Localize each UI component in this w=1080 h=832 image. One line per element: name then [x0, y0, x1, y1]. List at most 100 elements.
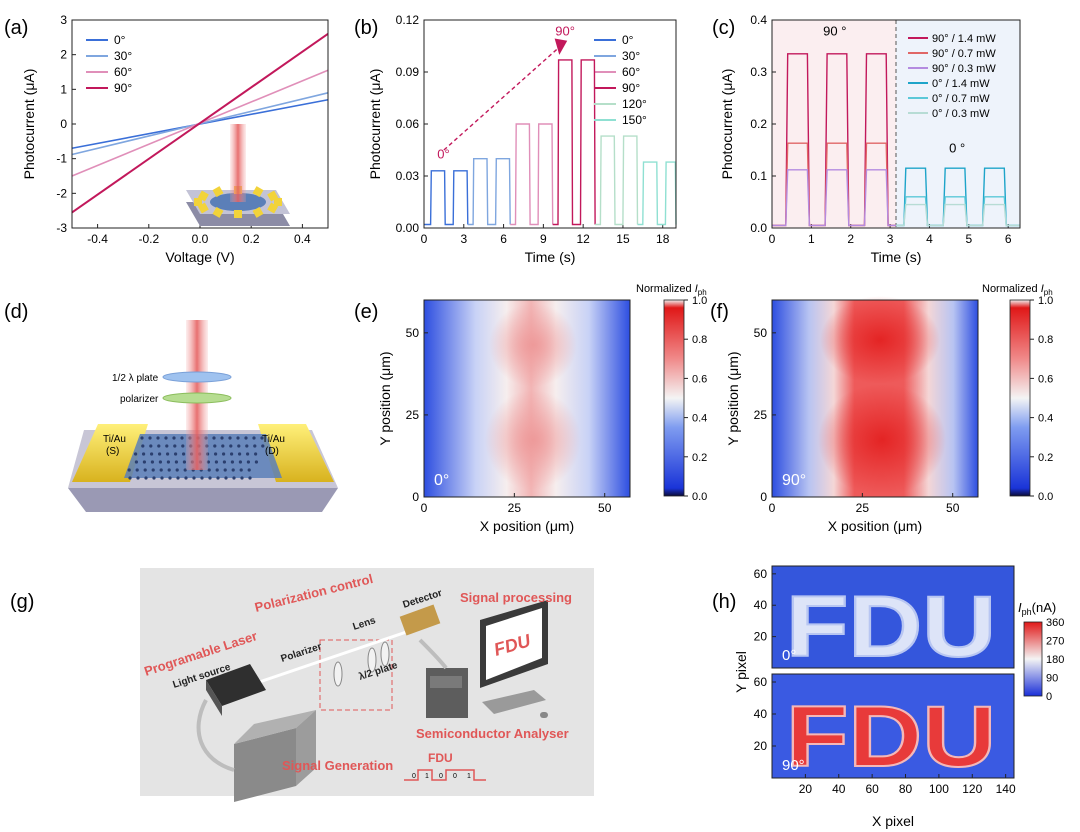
chart-f-xtick-label: 50: [946, 501, 960, 515]
chart-f-colorbar-tick-label: 1.0: [1038, 295, 1053, 307]
trend-arrow: [443, 45, 562, 151]
chart-f-xtick-label: 0: [769, 501, 776, 515]
mouse-icon: [540, 712, 548, 718]
chart-f-xlabel: X position (μm): [828, 518, 922, 534]
chart-h-letters-0: FDU: [786, 579, 996, 675]
signal-generator-side: [296, 710, 316, 786]
cable-2: [418, 638, 448, 670]
lattice-atom: [220, 436, 224, 440]
lattice-atom: [223, 468, 227, 472]
chart-c-xtick-label: 3: [887, 232, 894, 246]
chart-f-frame: [771, 299, 979, 498]
chart-a-xtick-label: 0.0: [192, 232, 209, 246]
lattice-atom: [230, 460, 234, 464]
signal-generator-top: [234, 710, 316, 744]
chart-b-ytick-label: 0.12: [396, 13, 420, 27]
lattice-atom: [181, 444, 185, 448]
chart-h-ytick-label: 60: [754, 567, 768, 581]
half-wave-plate: [162, 371, 232, 383]
chart-c-frame: [771, 19, 1021, 229]
lattice-atom: [150, 460, 154, 464]
lattice-atom: [239, 468, 243, 472]
chart-a-xtick-label: 0.2: [243, 232, 260, 246]
legend-label-4: 120°: [622, 97, 647, 111]
lattice-atom: [260, 436, 264, 440]
lattice-atom: [221, 444, 225, 448]
detector-icon: [399, 604, 441, 636]
lattice-atom: [164, 436, 168, 440]
chart-h-letters-1: FDU: [786, 689, 996, 785]
panel-letter-g: (g): [10, 591, 34, 613]
lattice-atom: [229, 444, 233, 448]
chart-e-colorbar-tick-label: 0.6: [692, 373, 707, 385]
panel-letter-d: (d): [4, 301, 28, 323]
lattice-atom: [127, 468, 131, 472]
inset-electrode: [252, 206, 264, 218]
lattice-atom: [232, 476, 236, 480]
chart-e: 0 25 50 0 25 50 X position (μm) Y position (μm)…: [377, 283, 707, 534]
cb-title-word: Normalized: [982, 283, 1041, 295]
chart-h-frame-0: [771, 565, 1015, 669]
chart-a-xtick-label: 0.4: [294, 232, 311, 246]
lattice-atom: [207, 468, 211, 472]
cb-title-symbol: I: [1041, 283, 1044, 295]
code-waveform: [404, 769, 486, 781]
code-bit-1: 1: [425, 773, 429, 780]
inset-electrode: [212, 206, 224, 218]
chart-h-xlabel: X pixel: [872, 813, 914, 829]
chart-c: 0 1 2 3 4 5 6 0.0 0.1 0.2 0.3 0.4 Time (s) Photocurre…: [719, 13, 1021, 265]
chart-h-xtick-label: 120: [962, 782, 982, 796]
lattice-atom: [180, 436, 184, 440]
lattice-atom: [216, 476, 220, 480]
lattice-atom: [150, 452, 154, 456]
chart-h-colorbar-title: Iph(nA): [1018, 600, 1056, 617]
annotation-0: 0 °: [949, 141, 965, 156]
chart-b: 0 3 6 9 12 15 18 0.00 0.03 0.06 0.09 0.12 Time (s) Ph…: [367, 13, 677, 265]
lattice-atom: [134, 460, 138, 464]
chart-e-frame: [423, 299, 631, 498]
lattice-atom: [254, 460, 258, 464]
label-drain: (D): [265, 446, 279, 457]
inset-electrode: [252, 186, 264, 198]
lattice-atom: [254, 452, 258, 456]
cb-title-subscript: ph: [1044, 288, 1053, 297]
lens-optic-icon: [367, 647, 377, 673]
chart-c-xtick-label: 1: [808, 232, 815, 246]
beam-path: [229, 624, 425, 694]
panel-letter-b: (b): [354, 17, 378, 39]
lattice-atom: [224, 476, 228, 480]
lattice-atom: [248, 476, 252, 480]
chart-h-xtick-label: 100: [929, 782, 949, 796]
lattice-atom: [208, 476, 212, 480]
lattice-atom: [252, 436, 256, 440]
device-schematic-d: 1/2 λ plate polarizer Ti/Au (S) Ti/Au (D…: [68, 320, 338, 512]
lattice-atom: [231, 468, 235, 472]
series-line-5: [637, 161, 677, 226]
label-polarizer: polarizer: [120, 394, 159, 405]
inset-electrode: [212, 186, 224, 198]
lattice-atom: [140, 436, 144, 440]
lattice-atom: [143, 468, 147, 472]
chart-c-ytick-label: 0.0: [750, 221, 767, 235]
panel-letter-h: (h): [712, 591, 736, 613]
lattice-atom: [246, 452, 250, 456]
lattice-dots: [127, 436, 265, 480]
trend-arrow-head: [554, 38, 568, 55]
lattice-atom: [167, 468, 171, 472]
chart-f-colorbar-tick-label: 0.4: [1038, 413, 1053, 425]
lattice-atom: [182, 460, 186, 464]
lattice-atom: [238, 460, 242, 464]
chart-f-ytick-label: 50: [754, 326, 768, 340]
lattice-atom: [246, 460, 250, 464]
chart-b-xtick-label: 18: [656, 232, 670, 246]
chart-e-xtick-label: 0: [421, 501, 428, 515]
lattice-atom: [144, 476, 148, 480]
cb-h-symbol: I: [1018, 600, 1022, 615]
panel-letter-e: (e): [354, 301, 378, 323]
chart-e-xtick-label: 50: [598, 501, 612, 515]
chart-h-ytick-label: 20: [754, 630, 768, 644]
chart-h-ytick-label: 60: [754, 675, 768, 689]
lattice-atom: [156, 436, 160, 440]
code-bit-0: 0: [412, 773, 416, 780]
lattice-atom: [158, 452, 162, 456]
